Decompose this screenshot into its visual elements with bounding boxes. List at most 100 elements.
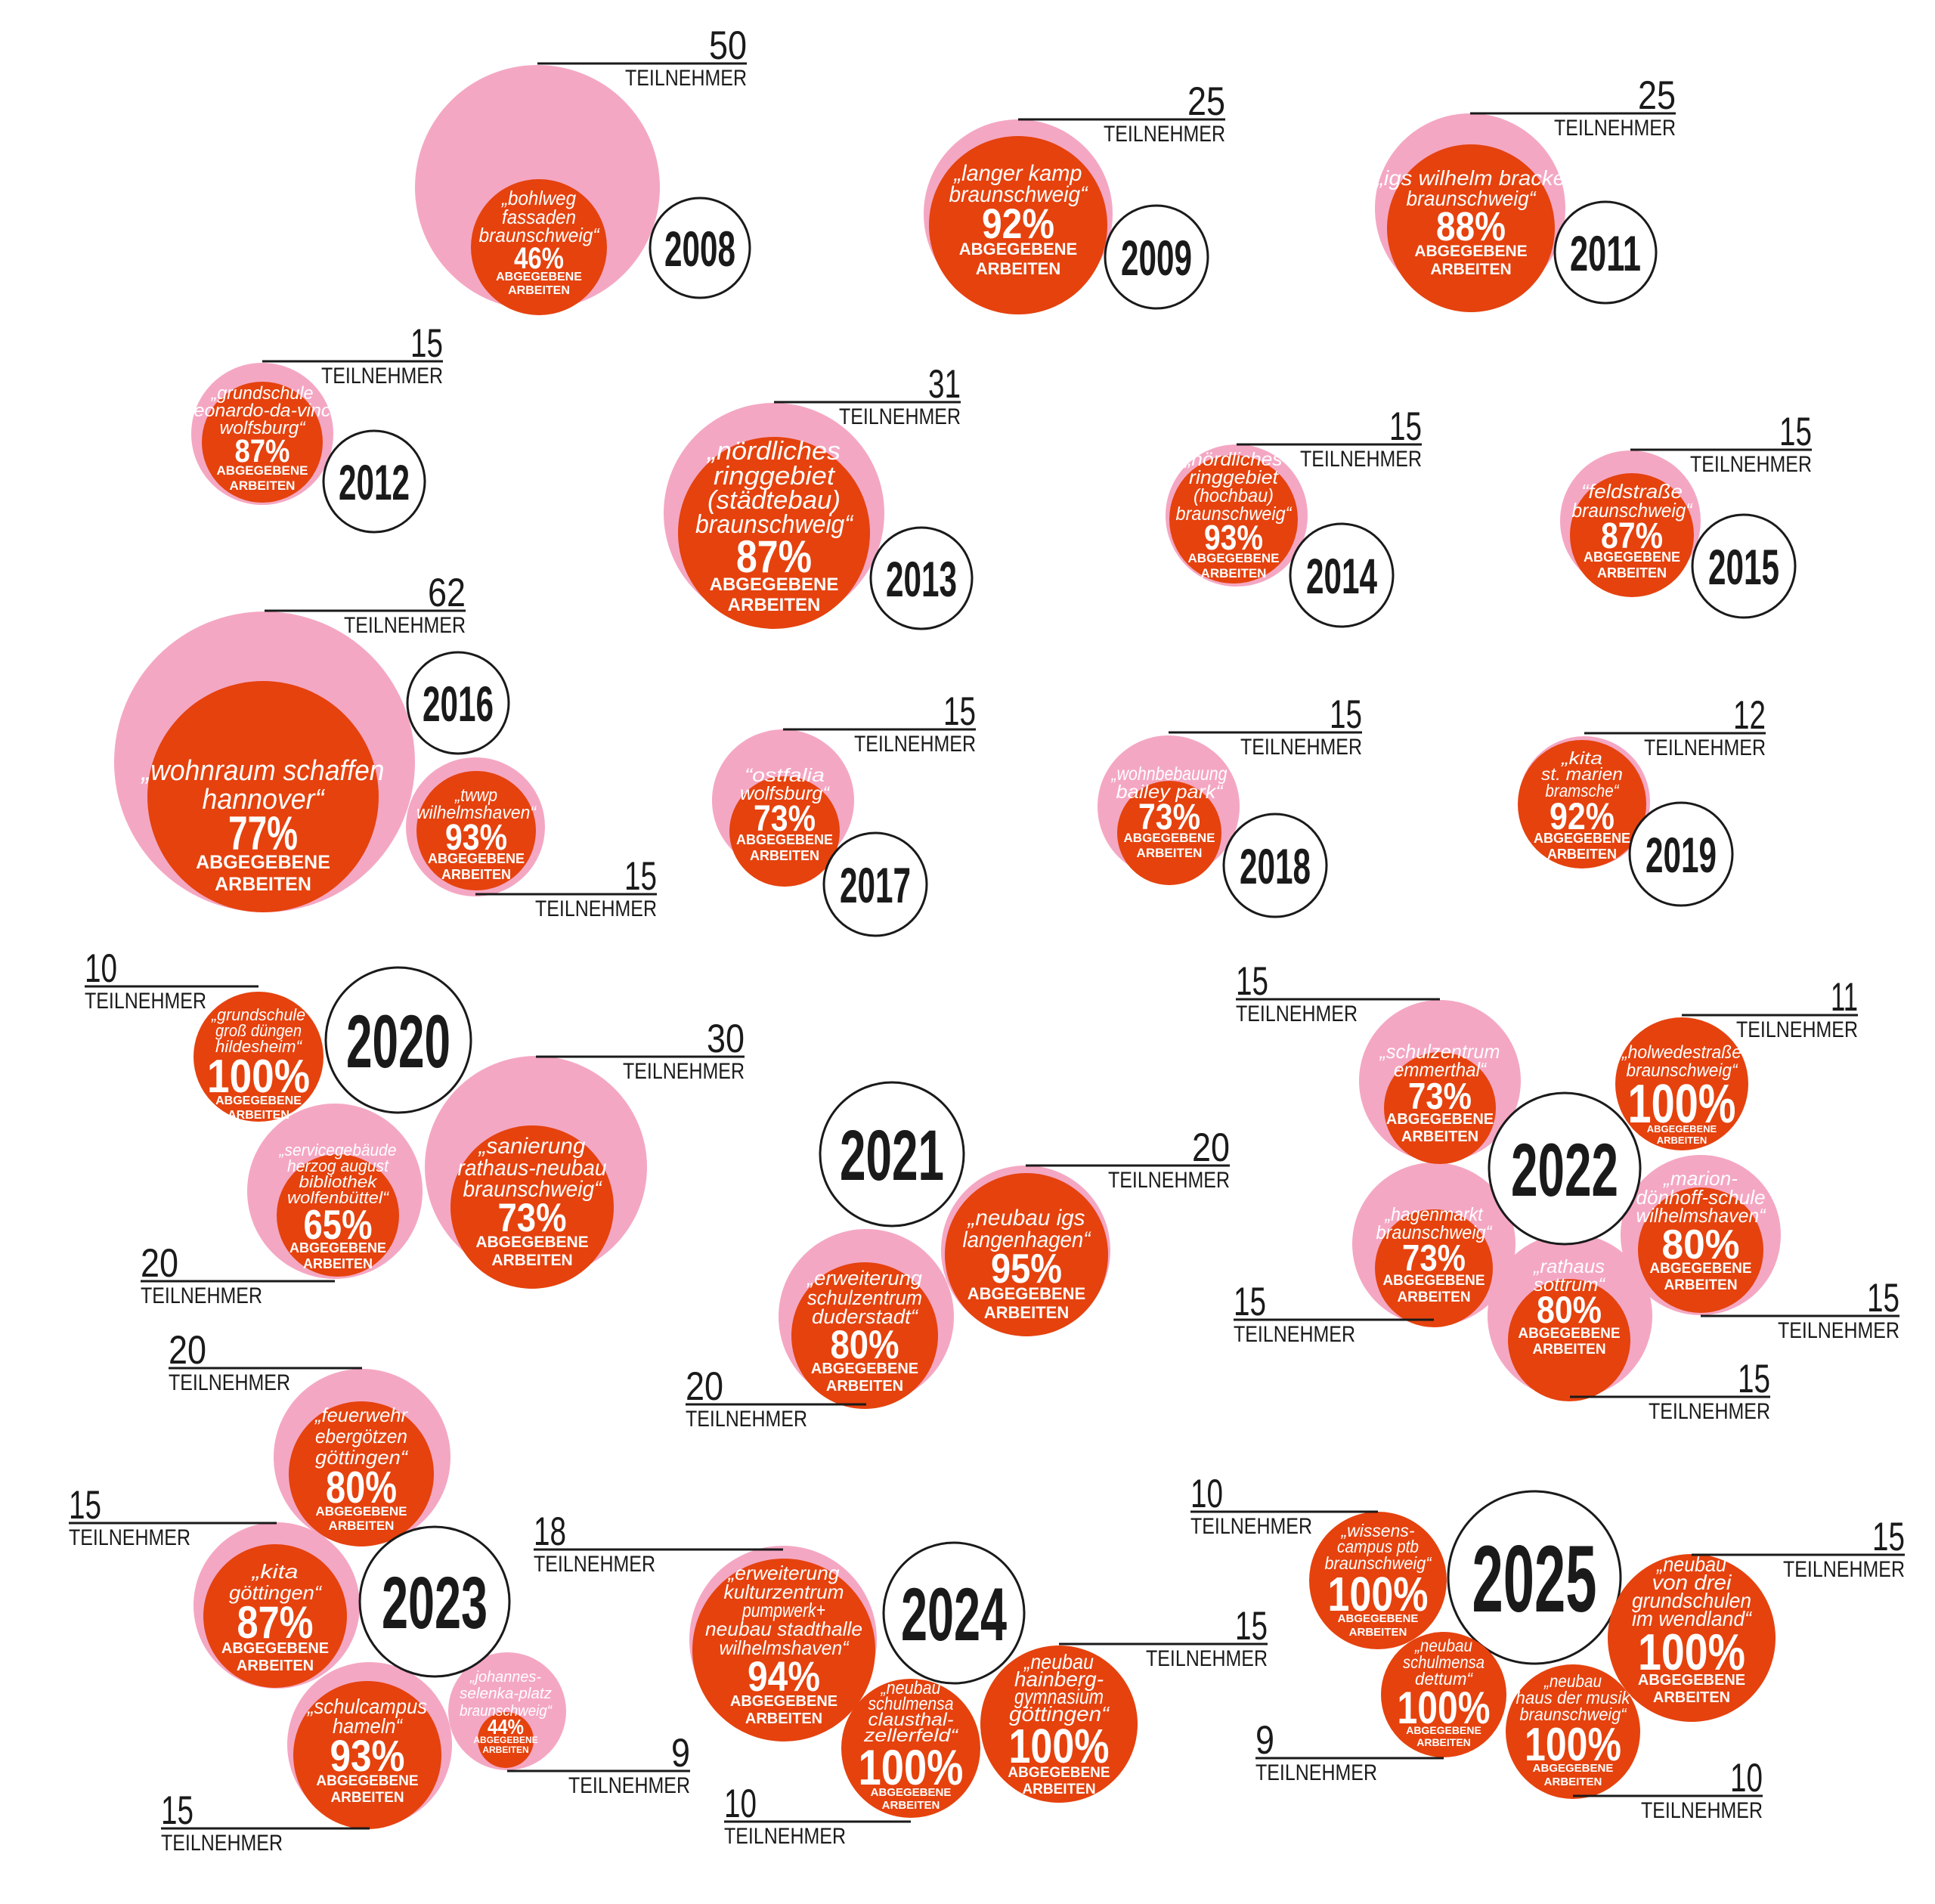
svg-text:2008: 2008 <box>664 221 735 277</box>
svg-text:TEILNEHMER: TEILNEHMER <box>1554 116 1676 141</box>
svg-text:„holwedestraße: „holwedestraße <box>1621 1042 1742 1063</box>
svg-text:2016: 2016 <box>423 676 494 732</box>
svg-text:2020: 2020 <box>346 999 450 1083</box>
svg-text:2023: 2023 <box>382 1562 488 1644</box>
svg-text:TEILNEHMER: TEILNEHMER <box>854 732 976 757</box>
svg-text:„neubau: „neubau <box>1543 1671 1602 1691</box>
svg-text:„kita: „kita <box>1561 748 1602 768</box>
svg-text:15: 15 <box>943 689 976 734</box>
svg-text:15: 15 <box>69 1483 101 1528</box>
svg-text:ABGEGEBENE: ABGEGEBENE <box>1124 831 1215 845</box>
svg-text:2013: 2013 <box>886 551 957 607</box>
svg-text:25: 25 <box>1187 79 1225 124</box>
svg-text:ARBEITEN: ARBEITEN <box>491 1252 572 1269</box>
svg-text:25: 25 <box>1638 73 1676 118</box>
svg-text:„schulzentrum: „schulzentrum <box>1379 1040 1500 1063</box>
svg-text:ARBEITEN: ARBEITEN <box>826 1378 903 1395</box>
svg-text:15: 15 <box>1867 1276 1899 1320</box>
svg-text:„johannes-: „johannes- <box>469 1669 541 1686</box>
svg-text:schulmensa: schulmensa <box>1403 1652 1485 1672</box>
svg-text:ABGEGEBENE: ABGEGEBENE <box>1188 551 1280 565</box>
svg-text:93%: 93% <box>330 1732 405 1781</box>
svg-text:TEILNEHMER: TEILNEHMER <box>1236 1002 1358 1026</box>
svg-text:ebergötzen: ebergötzen <box>315 1425 407 1447</box>
svg-text:TEILNEHMER: TEILNEHMER <box>141 1283 262 1308</box>
svg-text:94%: 94% <box>748 1652 820 1700</box>
svg-text:15: 15 <box>1738 1357 1770 1401</box>
svg-text:TEILNEHMER: TEILNEHMER <box>839 404 961 429</box>
svg-text:46%: 46% <box>514 242 564 275</box>
svg-text:TEILNEHMER: TEILNEHMER <box>344 613 466 638</box>
svg-text:ARBEITEN: ARBEITEN <box>1653 1689 1730 1706</box>
svg-text:ARBEITEN: ARBEITEN <box>482 1745 528 1755</box>
svg-text:TEILNEHMER: TEILNEHMER <box>1641 1798 1763 1823</box>
svg-text:ARBEITEN: ARBEITEN <box>215 874 311 895</box>
svg-text:ARBEITEN: ARBEITEN <box>1022 1782 1095 1797</box>
svg-text:15: 15 <box>1234 1280 1266 1324</box>
svg-text:TEILNEHMER: TEILNEHMER <box>69 1525 190 1550</box>
svg-text:ARBEITEN: ARBEITEN <box>1137 846 1203 860</box>
svg-text:20: 20 <box>141 1241 178 1286</box>
svg-text:göttingen“: göttingen“ <box>315 1446 408 1469</box>
svg-text:ARBEITEN: ARBEITEN <box>330 1790 404 1806</box>
svg-text:ringgebiet: ringgebiet <box>1189 467 1279 488</box>
svg-text:TEILNEHMER: TEILNEHMER <box>1783 1557 1905 1582</box>
svg-text:ABGEGEBENE: ABGEGEBENE <box>316 1504 407 1519</box>
svg-text:st. marien: st. marien <box>1541 764 1623 784</box>
svg-text:TEILNEHMER: TEILNEHMER <box>1108 1168 1230 1193</box>
svg-text:ABGEGEBENE: ABGEGEBENE <box>1649 1261 1751 1277</box>
svg-text:15: 15 <box>1235 1604 1268 1649</box>
svg-text:dönhoff-schule: dönhoff-schule <box>1636 1186 1766 1209</box>
svg-text:schulzentrum: schulzentrum <box>807 1286 922 1309</box>
svg-text:„servicegebäude: „servicegebäude <box>279 1141 397 1159</box>
svg-text:30: 30 <box>707 1017 745 1061</box>
svg-text:„neubau igs: „neubau igs <box>967 1206 1085 1231</box>
svg-text:ABGEGEBENE: ABGEGEBENE <box>217 463 308 478</box>
svg-text:TEILNEHMER: TEILNEHMER <box>1300 447 1422 472</box>
svg-text:87%: 87% <box>235 433 290 469</box>
svg-text:ABGEGEBENE: ABGEGEBENE <box>428 851 525 866</box>
svg-text:ABGEGEBENE: ABGEGEBENE <box>289 1240 386 1255</box>
svg-text:braunschweig“: braunschweig“ <box>1176 503 1293 525</box>
svg-text:ARBEITEN: ARBEITEN <box>882 1799 940 1812</box>
svg-text:campus ptb: campus ptb <box>1337 1537 1419 1556</box>
svg-text:„schulcampus: „schulcampus <box>307 1695 427 1718</box>
svg-text:80%: 80% <box>1537 1289 1602 1331</box>
svg-text:9: 9 <box>1255 1718 1274 1763</box>
svg-text:braunschweig“: braunschweig“ <box>949 182 1089 207</box>
svg-text:groß düngen: groß düngen <box>215 1021 302 1040</box>
svg-text:TEILNEHMER: TEILNEHMER <box>1649 1399 1770 1424</box>
svg-text:92%: 92% <box>982 200 1054 247</box>
svg-text:ABGEGEBENE: ABGEGEBENE <box>1386 1111 1494 1128</box>
svg-text:„kita: „kita <box>251 1560 298 1583</box>
svg-text:20: 20 <box>686 1364 723 1409</box>
svg-text:15: 15 <box>1779 410 1812 454</box>
svg-text:„rathaus: „rathaus <box>1533 1256 1605 1277</box>
svg-text:braunschweig“: braunschweig“ <box>1376 1222 1494 1243</box>
svg-text:hildesheim“: hildesheim“ <box>215 1037 303 1056</box>
svg-text:ARBEITEN: ARBEITEN <box>1416 1736 1471 1748</box>
svg-text:leonardo-da-vinci: leonardo-da-vinci <box>190 401 336 421</box>
svg-text:ABGEGEBENE: ABGEGEBENE <box>196 852 330 873</box>
svg-text:11: 11 <box>1831 975 1858 1020</box>
svg-text:rathaus-neubau: rathaus-neubau <box>458 1156 607 1181</box>
svg-text:ABGEGEBENE: ABGEGEBENE <box>811 1361 918 1377</box>
svg-text:92%: 92% <box>1550 795 1615 837</box>
svg-text:TEILNEHMER: TEILNEHMER <box>1104 122 1225 147</box>
svg-text:TEILNEHMER: TEILNEHMER <box>161 1831 283 1856</box>
svg-text:ARBEITEN: ARBEITEN <box>441 867 511 882</box>
svg-text:(städtebau): (städtebau) <box>707 486 841 515</box>
svg-text:ARBEITEN: ARBEITEN <box>1401 1128 1478 1145</box>
svg-text:wolfsburg“: wolfsburg“ <box>220 418 307 438</box>
svg-text:100%: 100% <box>1638 1624 1745 1681</box>
svg-text:wolfsburg“: wolfsburg“ <box>740 783 831 804</box>
svg-text:ARBEITEN: ARBEITEN <box>1397 1289 1470 1305</box>
svg-text:ARBEITEN: ARBEITEN <box>237 1658 314 1674</box>
svg-text:TEILNEHMER: TEILNEHMER <box>1736 1017 1858 1042</box>
svg-text:ABGEGEBENE: ABGEGEBENE <box>1518 1326 1620 1342</box>
svg-text:braunschweig“: braunschweig“ <box>463 1177 603 1202</box>
svg-text:ARBEITEN: ARBEITEN <box>1657 1135 1707 1146</box>
svg-text:wilhelmshaven“: wilhelmshaven“ <box>1636 1204 1766 1227</box>
svg-text:ARBEITEN: ARBEITEN <box>750 848 819 863</box>
svg-text:grundschulen: grundschulen <box>1632 1589 1751 1612</box>
